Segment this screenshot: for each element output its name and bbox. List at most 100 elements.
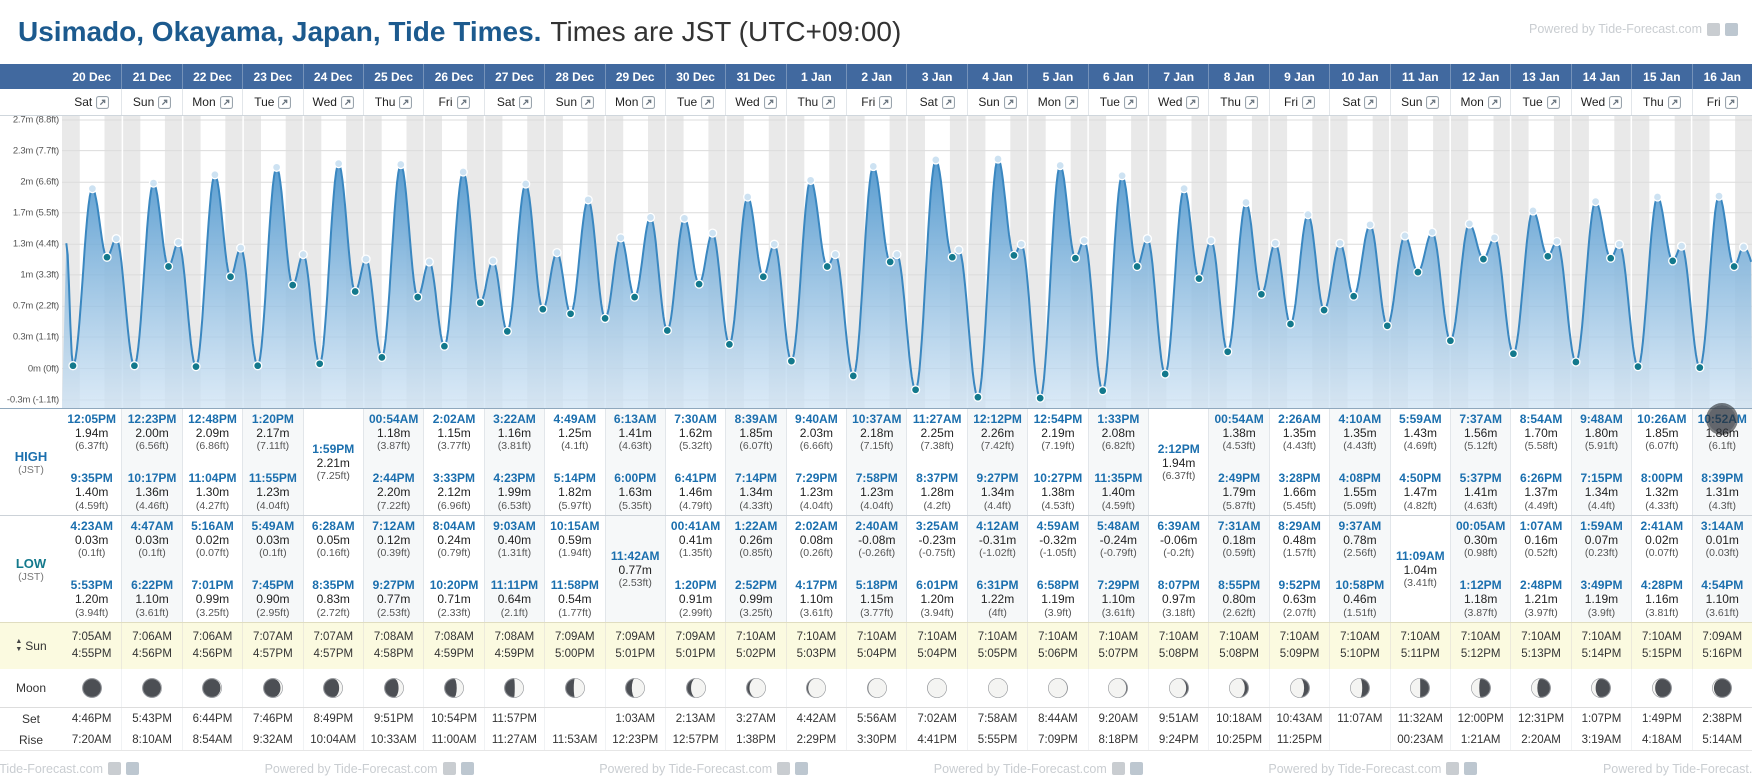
tide-height-ft: (3.81ft) [1645, 606, 1679, 619]
tide-height-m: 1.46m [678, 485, 713, 500]
expand-day-icon[interactable] [518, 95, 532, 109]
tide-height-m: 1.99m [497, 485, 532, 500]
expand-day-icon[interactable] [581, 95, 594, 109]
expand-day-icon[interactable] [1186, 95, 1200, 109]
expand-day-icon[interactable] [219, 95, 233, 109]
tide-height-m: 0.07m [1584, 533, 1619, 548]
watermark-text: Powered by Tide-Forecast.com [1602, 761, 1752, 776]
sunrise-time: 7:10AM [1581, 630, 1622, 643]
tide-entry: 2:40AM -0.08m (-0.26ft) [847, 519, 906, 560]
weekday-cell: Sat [1329, 89, 1389, 115]
expand-day-icon[interactable] [879, 95, 893, 109]
tide-height-ft: (3.87ft) [377, 440, 411, 453]
tide-height-m: 1.10m [135, 592, 169, 607]
share-icon[interactable] [1707, 22, 1720, 36]
tide-entry: 00:54AM 1.38m (4.53ft) [1209, 412, 1268, 453]
date-header-cell: 9 Jan [1268, 64, 1329, 89]
tide-height-m: 1.31m [1705, 485, 1739, 500]
expand-day-icon[interactable] [1364, 95, 1378, 109]
share-icon[interactable] [126, 762, 139, 775]
tide-height-ft: (1.31ft) [497, 547, 532, 560]
moonset-time: 4:46PM [71, 712, 112, 725]
tide-time: 3:33PM [433, 471, 476, 486]
tide-entry: 10:20PM 0.71m (2.33ft) [424, 578, 483, 619]
share-icon[interactable] [795, 762, 809, 775]
low-tide-cell: 00:05AM 0.30m (0.98ft) 1:12PM 1.18m (3.87ft) [1449, 516, 1511, 622]
weekday-cell: Thu [1208, 89, 1268, 115]
share-icon[interactable] [1129, 762, 1143, 775]
tide-entry: 9:27PM 1.34m (4.4ft) [968, 471, 1027, 512]
tide-height-m: 0.71m [437, 592, 471, 607]
share-icon[interactable] [1464, 762, 1478, 775]
expand-day-icon[interactable] [399, 95, 413, 109]
tide-height-ft: (0.03ft) [1705, 547, 1739, 560]
tide-height-m: 0.97m [1162, 592, 1196, 607]
expand-day-icon[interactable] [1065, 95, 1079, 109]
tide-time: 4:17PM [795, 578, 838, 593]
expand-day-icon[interactable] [1546, 95, 1560, 109]
moonset-time: 10:54PM [423, 708, 483, 729]
tide-entry: 6:39AM -0.06m (-0.2ft) [1149, 519, 1208, 560]
expand-day-icon[interactable] [763, 95, 777, 109]
moonset-time: 8:44AM [1027, 708, 1087, 729]
share-icon[interactable] [460, 762, 474, 775]
sun-times-cell: 7:10AM 5:15PM [1631, 623, 1691, 669]
moonrise-time: 8:10AM [121, 729, 181, 750]
share-icon[interactable] [1446, 762, 1460, 775]
share-icon[interactable] [1111, 762, 1125, 775]
tide-time: 8:35PM [312, 578, 355, 593]
expand-day-icon[interactable] [941, 95, 955, 109]
expand-day-icon[interactable] [1487, 95, 1501, 109]
expand-day-icon[interactable] [158, 95, 172, 109]
expand-day-icon[interactable] [278, 95, 292, 109]
expand-day-icon[interactable] [642, 95, 656, 109]
tide-entry: 3:25AM -0.23m (-0.75ft) [907, 519, 966, 560]
expand-day-icon[interactable] [701, 95, 715, 109]
expand-day-icon[interactable] [1003, 95, 1017, 109]
expand-day-icon[interactable] [1123, 95, 1137, 109]
tide-time: 2:26AM [1278, 412, 1321, 426]
expand-day-icon[interactable] [1244, 95, 1258, 109]
moon-phase-icon [181, 669, 242, 707]
share-icon[interactable] [108, 762, 121, 775]
sun-row-label: ▲ ▼ Sun [0, 623, 62, 669]
expand-day-icon[interactable] [340, 95, 354, 109]
share-icon[interactable] [1725, 22, 1738, 36]
weekday-label: Wed [1157, 95, 1183, 109]
tide-height-m: 2.09m [195, 426, 230, 441]
sun-times-cell: 7:10AM 5:04PM [906, 623, 966, 669]
share-icon[interactable] [777, 762, 791, 775]
expand-day-icon[interactable] [456, 95, 470, 109]
tide-entry: 6:58PM 1.19m (3.9ft) [1028, 578, 1087, 619]
expand-day-icon[interactable] [1302, 95, 1315, 109]
sunrise-time: 7:08AM [494, 630, 535, 643]
expand-day-icon[interactable] [96, 95, 110, 109]
tide-entry: 1:20PM 2.17m (7.11ft) [243, 412, 302, 453]
tide-time: 5:16AM [191, 519, 234, 533]
tide-height-m: -0.31m [978, 533, 1017, 548]
tide-chart-plot[interactable] [62, 116, 1752, 408]
weekday-cell: Tue [242, 89, 302, 115]
sunrise-time: 7:10AM [977, 630, 1018, 643]
tide-height-m: 2.12m [437, 485, 471, 500]
sunset-time: 5:15PM [1642, 648, 1682, 660]
tide-height-m: 0.78m [1343, 533, 1377, 548]
weekday-cell: Fri [846, 89, 906, 115]
tide-height-ft: (4.2ft) [923, 499, 951, 512]
weekday-label: Tue [676, 95, 698, 109]
weekday-label: Sat [74, 95, 93, 109]
share-icon[interactable] [442, 762, 456, 775]
expand-day-icon[interactable] [1609, 95, 1623, 109]
expand-day-icon[interactable] [822, 95, 836, 109]
tide-entry: 12:12PM 2.26m (7.42ft) [968, 412, 1027, 453]
expand-day-icon[interactable] [1426, 95, 1440, 109]
expand-day-icon[interactable] [1667, 95, 1681, 109]
tide-time: 10:17PM [127, 471, 177, 486]
expand-day-icon[interactable] [1724, 95, 1738, 109]
sunset-time: 5:04PM [856, 648, 897, 660]
tide-time: 4:10AM [1338, 412, 1382, 426]
tide-height-ft: (4.63ft) [1464, 499, 1498, 512]
tide-height-ft: (3.87ft) [1464, 606, 1498, 619]
sunrise-arrow-icon: ▲ [15, 637, 23, 645]
tide-entry: 9:37AM 0.78m (2.56ft) [1330, 519, 1389, 560]
